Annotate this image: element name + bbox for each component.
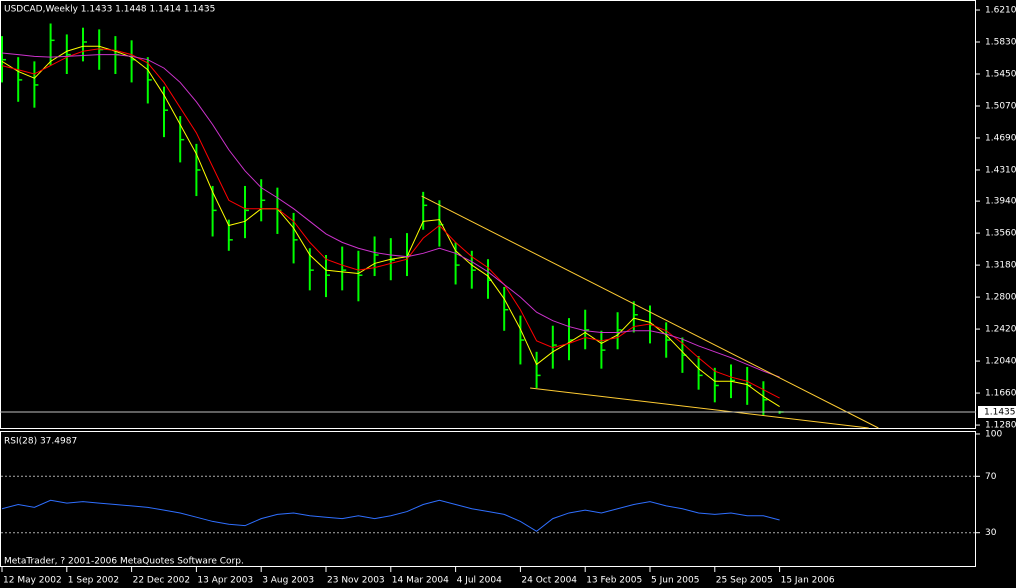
y-tick-label: 1.1660 <box>985 389 1016 399</box>
x-tick-label: 14 Mar 2004 <box>392 576 449 586</box>
y-tick-label: 1.3180 <box>985 261 1016 271</box>
y-tick-label: 1.2040 <box>985 357 1016 367</box>
x-tick-label: 3 Aug 2003 <box>262 576 314 586</box>
trend-line <box>421 195 879 429</box>
x-tick-label: 22 Dec 2002 <box>133 576 191 586</box>
x-tick-label: 23 Nov 2003 <box>327 576 385 586</box>
x-tick-label: 25 Sep 2005 <box>716 576 773 586</box>
y-tick-label: 1.5830 <box>985 38 1016 48</box>
series-line <box>1 499 780 532</box>
trend-line <box>530 387 869 429</box>
x-tick-label: 4 Jul 2004 <box>457 576 502 586</box>
y-tick-label: 1.4690 <box>985 133 1016 143</box>
series-line <box>1 52 780 378</box>
price-label-box <box>978 406 1016 419</box>
x-tick-label: 12 May 2002 <box>3 576 62 586</box>
x-tick-label: 1 Sep 2002 <box>68 576 119 586</box>
y-tick-label: 1.2420 <box>985 325 1016 335</box>
x-tick-label: 13 Feb 2005 <box>586 576 642 586</box>
y-tick-label: 30 <box>985 528 997 538</box>
rsi-panel <box>0 431 976 567</box>
x-tick-label: 13 Apr 2003 <box>197 576 253 586</box>
y-tick-label: 1.4310 <box>985 165 1016 175</box>
x-tick-label: 5 Jun 2005 <box>651 576 699 586</box>
footer: MetaTrader, ? 2001-2006 MetaQuotes Softw… <box>4 557 244 567</box>
y-tick-label: 1.3560 <box>985 229 1016 239</box>
price-panel <box>0 0 976 429</box>
series-line <box>1 48 780 399</box>
y-tick-label: 1.5070 <box>985 101 1016 111</box>
x-tick-label: 24 Oct 2004 <box>521 576 577 586</box>
price-label: 1.1435 <box>984 408 1016 418</box>
y-tick-label: 1.5450 <box>985 69 1016 79</box>
series-line <box>1 45 780 407</box>
y-tick-label: 1.2800 <box>985 293 1016 303</box>
x-tick-label: 15 Jan 2006 <box>781 576 835 586</box>
y-tick-label: 1.3940 <box>985 197 1016 207</box>
y-tick-label: 1.6210 <box>985 6 1016 16</box>
y-tick-label: 1.1280 <box>985 421 1016 431</box>
chart-title: USDCAD,Weekly 1.1433 1.1448 1.1414 1.143… <box>4 5 215 15</box>
y-tick-label: 70 <box>985 472 997 482</box>
rsi-title: RSI(28) 37.4987 <box>4 437 77 447</box>
y-tick-label: 100 <box>985 429 1002 439</box>
